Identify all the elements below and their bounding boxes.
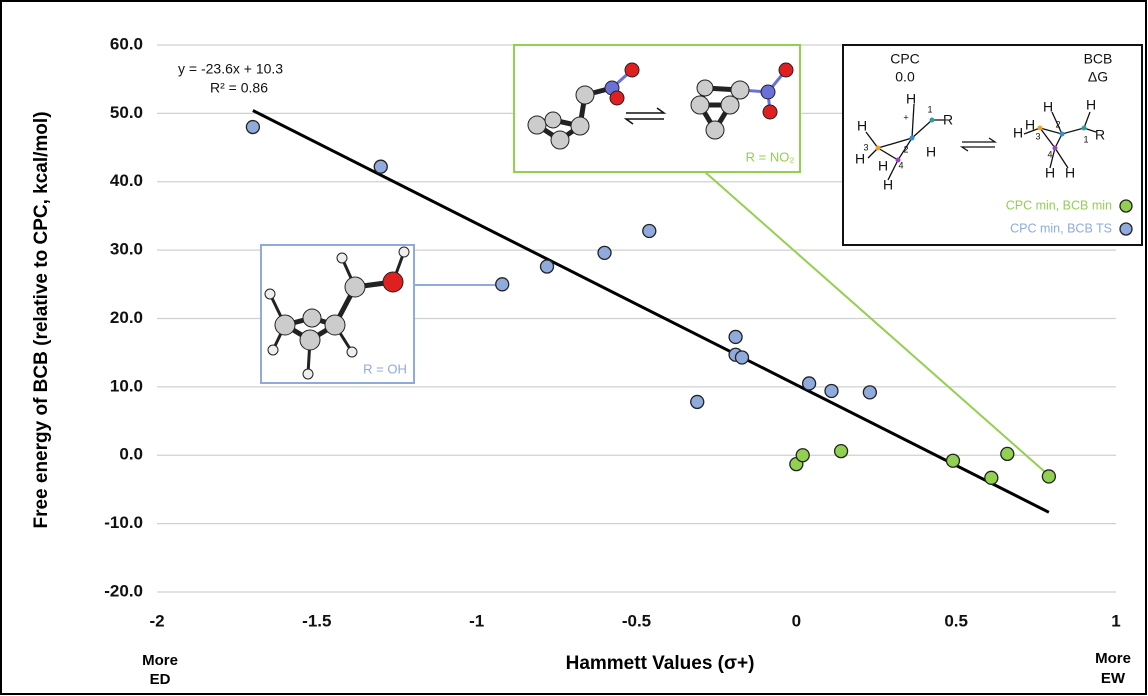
x-tick-label: 0 (792, 611, 801, 630)
inset-value: 0.0 (895, 69, 915, 85)
inset-atom: 4 (898, 160, 903, 170)
y-tick-label: 20.0 (110, 308, 143, 327)
data-point (946, 454, 959, 467)
data-point (540, 260, 553, 273)
inset-atom: H (1065, 165, 1075, 181)
inset-atom: + (903, 112, 908, 122)
data-point (835, 445, 848, 458)
inset-atom: 2 (1055, 119, 1060, 129)
data-point (598, 246, 611, 259)
data-point (691, 395, 704, 408)
inset-value: ΔG (1088, 69, 1108, 85)
data-point (1001, 447, 1014, 460)
y-axis-label: Free energy of BCB (relative to CPC, kca… (31, 111, 52, 528)
inset-atom: H (1086, 97, 1096, 113)
inset-atom: H (1045, 165, 1055, 181)
x-tick-label: -1 (469, 611, 484, 630)
right-note: More (1095, 650, 1131, 667)
data-point (803, 377, 816, 390)
inset-atom: R (1095, 127, 1105, 143)
y-tick-label: -10.0 (104, 513, 143, 532)
data-point (643, 224, 656, 237)
callout-label: R = OH (363, 361, 407, 376)
x-tick-label: -1.5 (302, 611, 331, 630)
trend-r2: R² = 0.86 (210, 80, 268, 96)
inset-atom: H (926, 144, 936, 160)
y-tick-label: 40.0 (110, 171, 143, 190)
right-note: EW (1101, 670, 1126, 687)
data-point (246, 121, 259, 134)
x-tick-label: -0.5 (622, 611, 651, 630)
legend-label: CPC min, BCB min (1006, 198, 1112, 212)
inset-title: BCB (1084, 51, 1113, 67)
inset-atom: 2 (903, 144, 908, 154)
inset-atom: H (1043, 99, 1053, 115)
inset-atom: H (906, 91, 916, 107)
x-tick-label: 0.5 (944, 611, 968, 630)
callout-label: R = NO₂ (746, 149, 795, 164)
left-note: More (142, 652, 178, 669)
data-point (985, 471, 998, 484)
inset-atom: 3 (1035, 131, 1040, 141)
data-point (374, 160, 387, 173)
chart: Free energy of BCB (relative to CPC, kca… (0, 0, 1148, 696)
inset-title: CPC (890, 51, 920, 67)
data-point (796, 449, 809, 462)
data-point (825, 384, 838, 397)
y-tick-label: -20.0 (104, 581, 143, 600)
inset-atom: 4 (1047, 149, 1052, 159)
y-tick-label: 0.0 (119, 445, 143, 464)
y-tick-label: 60.0 (110, 34, 143, 53)
data-point (735, 351, 748, 364)
legend-label: CPC min, BCB TS (1010, 221, 1112, 235)
y-tick-label: 30.0 (110, 240, 143, 259)
inset-atom: 1 (1083, 134, 1088, 144)
data-point (496, 278, 509, 291)
data-point (729, 330, 742, 343)
inset-atom: H (857, 118, 867, 134)
legend-marker (1120, 223, 1132, 235)
inset-atom: H (883, 177, 893, 193)
inset-atom: H (1025, 117, 1035, 133)
inset-atom: R (943, 112, 953, 128)
legend-marker (1120, 200, 1132, 212)
inset-atom: 1 (927, 104, 932, 114)
y-tick-label: 10.0 (110, 376, 143, 395)
inset-atom: H (1013, 125, 1023, 141)
inset-atom: H (878, 158, 888, 174)
y-tick-label: 50.0 (110, 103, 143, 122)
x-axis-label: Hammett Values (σ+) (566, 653, 755, 674)
data-point (1042, 470, 1055, 483)
data-point (863, 386, 876, 399)
inset-atom: H (855, 151, 865, 167)
x-tick-label: 1 (1111, 611, 1120, 630)
trend-equation: y = -23.6x + 10.3 (178, 61, 283, 77)
left-note: ED (150, 671, 171, 688)
x-tick-label: -2 (149, 611, 164, 630)
